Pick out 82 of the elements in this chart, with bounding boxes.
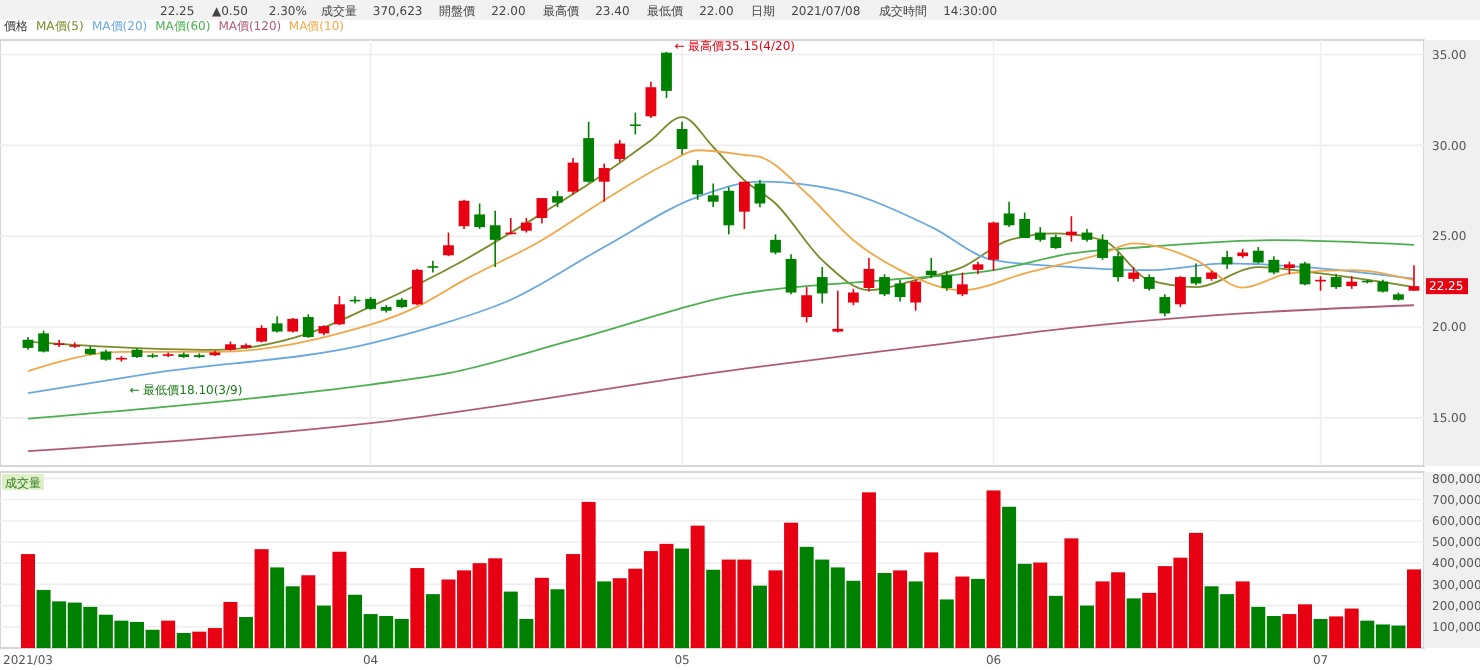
bar (425, 594, 440, 648)
candlestick (1097, 233, 1108, 261)
bar (955, 576, 970, 648)
candlestick (1268, 255, 1280, 276)
candlestick (738, 180, 750, 230)
bar (1079, 605, 1094, 648)
candlestick (692, 159, 704, 201)
candlestick (676, 120, 688, 156)
candlestick (1019, 211, 1031, 239)
candlestick (1003, 200, 1015, 228)
candlestick (614, 139, 626, 163)
candlestick (489, 209, 501, 268)
line-series (27, 149, 1415, 373)
bar (893, 570, 908, 648)
candlestick (801, 286, 813, 324)
candlestick (1299, 260, 1311, 287)
candlestick (583, 120, 595, 184)
candlestick (1159, 293, 1171, 317)
candlestick (832, 289, 844, 334)
candlestick (474, 202, 486, 230)
candlestick (645, 80, 657, 119)
candlestick (334, 295, 345, 327)
bar (1064, 538, 1079, 648)
candlestick (1346, 275, 1358, 290)
candlestick (629, 111, 641, 136)
bar (1033, 562, 1048, 648)
bar (239, 617, 254, 648)
bar (752, 585, 767, 648)
bar (690, 525, 705, 648)
bar (1313, 618, 1328, 648)
bar (254, 549, 269, 648)
candlestick (988, 220, 999, 272)
candlestick (879, 273, 890, 297)
bar (1048, 595, 1063, 648)
candlestick (956, 271, 968, 297)
bar (597, 581, 612, 648)
candlestick (458, 199, 470, 230)
candlestick (707, 182, 719, 208)
candlestick (567, 157, 579, 196)
candlestick (661, 51, 672, 99)
bar (410, 568, 425, 648)
candlestick (894, 279, 906, 303)
bar (161, 620, 176, 648)
candlestick (598, 162, 610, 203)
candlestick (816, 266, 828, 305)
line-series (27, 239, 1415, 420)
candlestick (863, 257, 875, 293)
line-series (27, 304, 1415, 452)
bar (970, 578, 985, 648)
bar (939, 599, 954, 648)
bar (534, 577, 549, 648)
candlestick (770, 233, 781, 256)
bar (675, 548, 690, 648)
bar (924, 552, 939, 648)
candlestick (1221, 249, 1233, 270)
candlestick (427, 259, 439, 274)
bar (301, 575, 316, 648)
candlestick (302, 313, 314, 339)
bar (706, 569, 721, 648)
bar (1126, 598, 1141, 648)
candlestick (1408, 264, 1420, 292)
candlestick (785, 253, 797, 296)
bar (861, 492, 876, 648)
candlestick (941, 269, 953, 292)
bar (550, 589, 565, 648)
candlestick (910, 279, 922, 312)
bar (176, 632, 191, 648)
bar (332, 551, 347, 648)
bar (986, 490, 1001, 648)
candlestick (536, 197, 548, 225)
candlestick (925, 257, 937, 279)
candlestick (1175, 275, 1186, 308)
candlestick (443, 231, 454, 257)
bar (908, 581, 923, 648)
bar (1407, 569, 1421, 648)
bar (877, 572, 892, 648)
bar (316, 605, 331, 648)
candlestick (1112, 251, 1124, 283)
candlestick (723, 186, 735, 236)
bar (21, 554, 35, 648)
candlestick (411, 268, 423, 307)
bar (1235, 581, 1250, 648)
